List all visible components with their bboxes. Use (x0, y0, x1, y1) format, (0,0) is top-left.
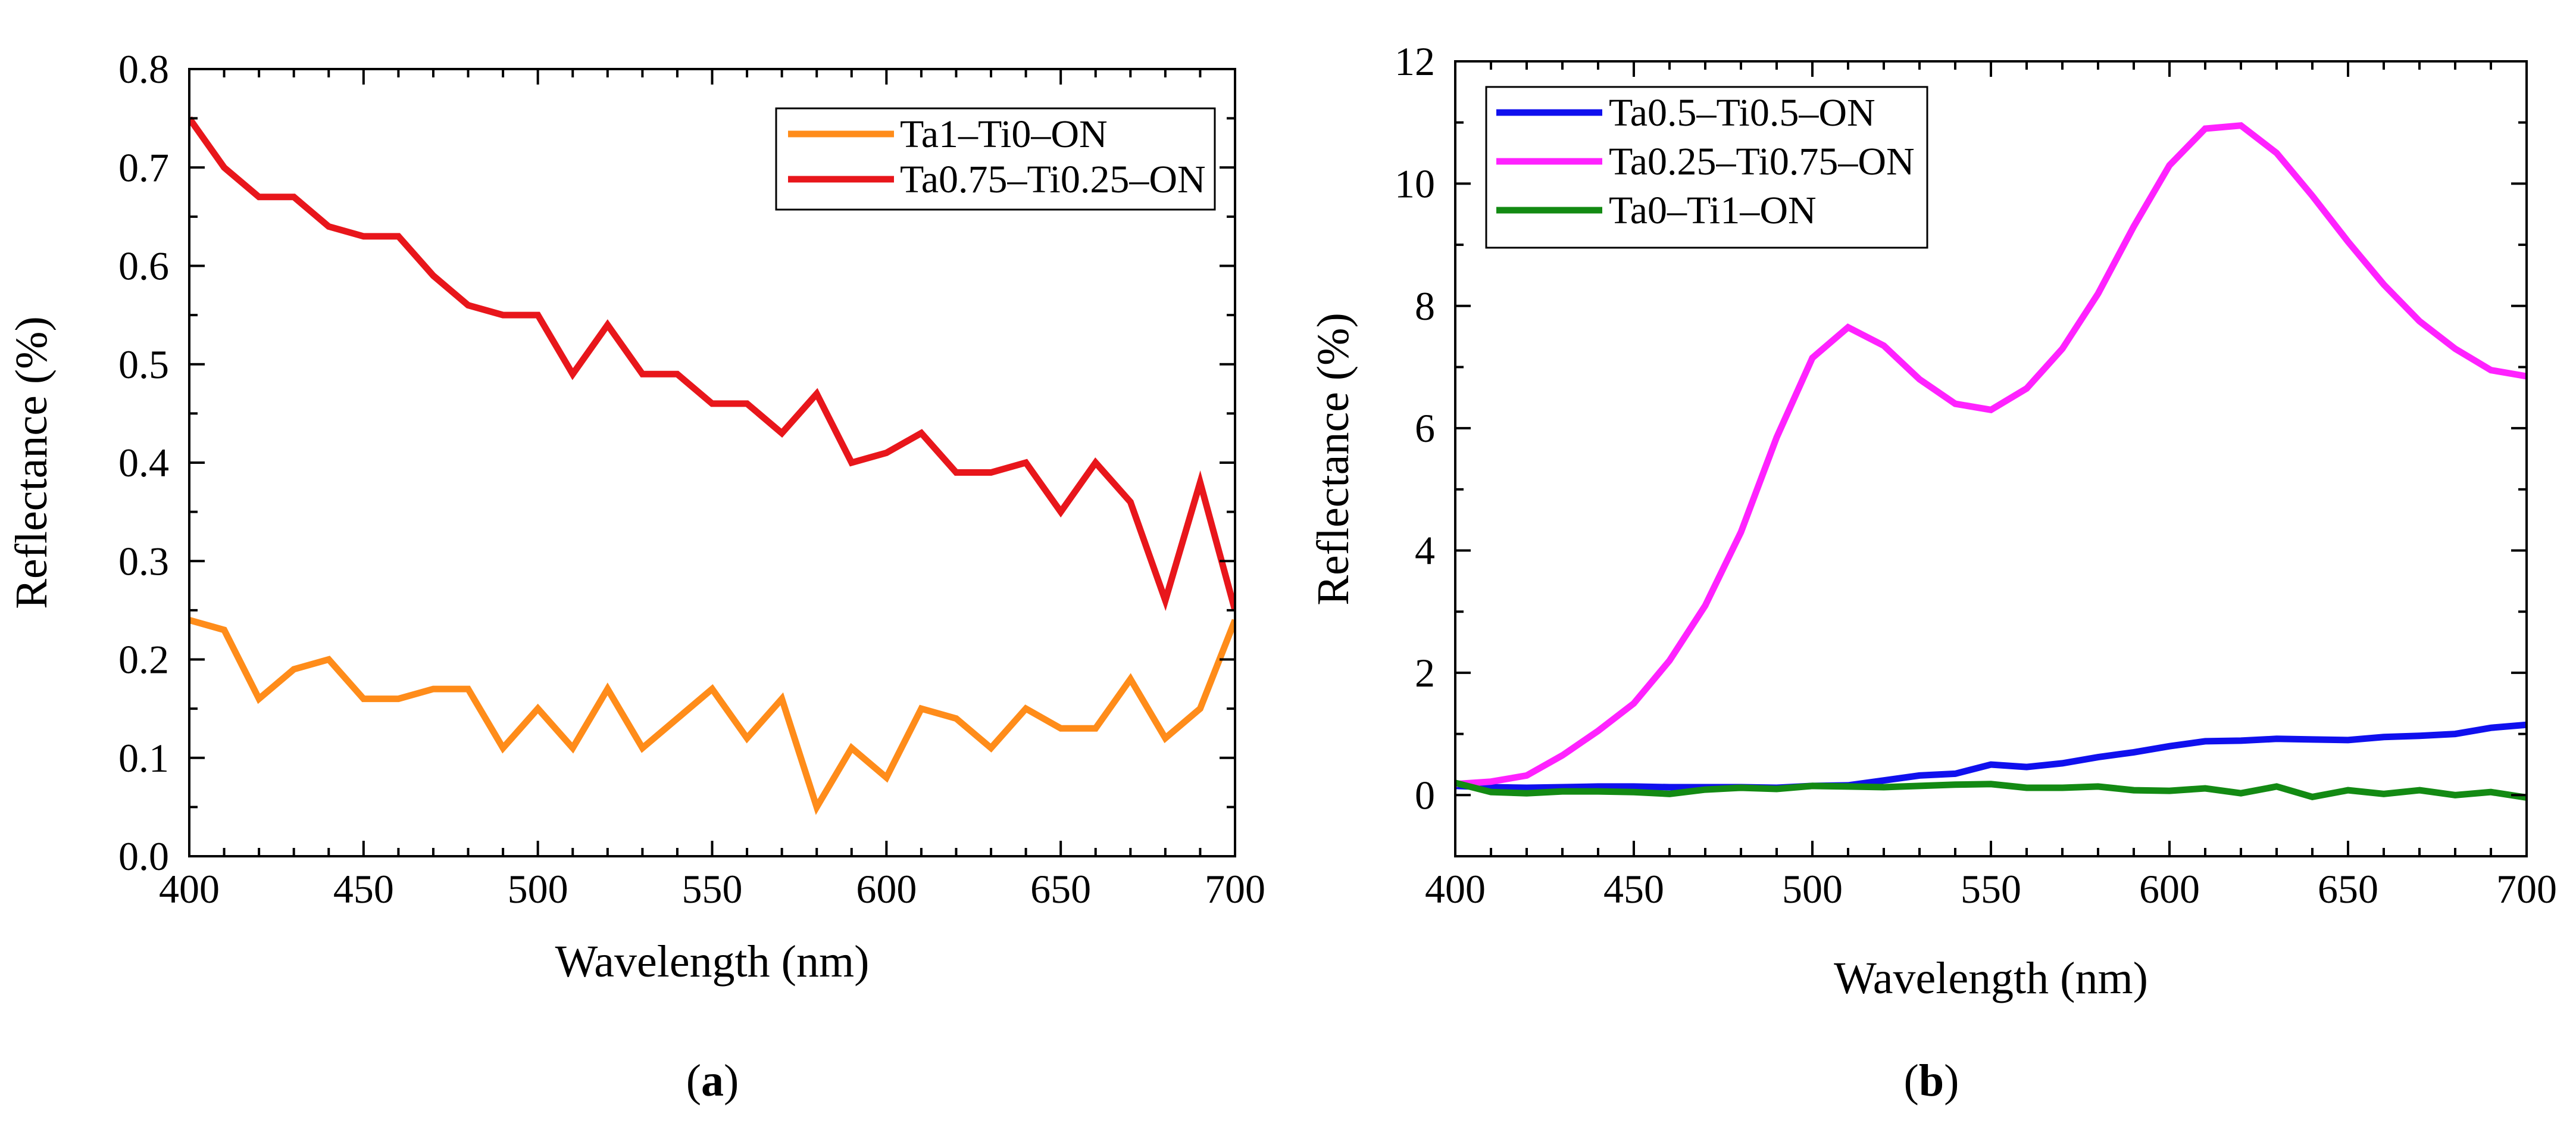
caption-open: ( (1904, 1056, 1919, 1106)
caption-close: ) (1944, 1056, 1959, 1106)
y-tick-label: 0 (1415, 772, 1435, 818)
y-tick-label: 12 (1395, 39, 1435, 84)
x-tick-label: 600 (856, 866, 917, 912)
y-tick-label: 0.0 (118, 834, 169, 879)
plot-area (1455, 122, 2527, 801)
legend-label: Ta0–Ti1–ON (1609, 189, 1817, 232)
x-tick-label: 650 (1030, 866, 1091, 912)
legend-label: Ta0.75–Ti0.25–ON (900, 158, 1206, 201)
y-tick-label: 0.5 (118, 342, 169, 387)
caption-letter: a (701, 1056, 724, 1106)
y-tick-label: 0.8 (118, 46, 169, 92)
x-tick-label: 650 (2318, 866, 2378, 912)
plot-area (189, 116, 1235, 815)
x-tick-label: 700 (2496, 866, 2557, 912)
chart-panel-a: 400 450 500 550 600 650 700 0.0 0.1 0.2 0.3 0.4 0.5 0… (7, 46, 1265, 1106)
legend-label: Ta0.25–Ti0.75–ON (1609, 140, 1915, 183)
y-tick-label: 4 (1415, 528, 1435, 573)
x-tick-label: 400 (1425, 866, 1486, 912)
panel-caption: (b) (1904, 1056, 1959, 1106)
caption-letter: b (1919, 1056, 1944, 1106)
legend-box (775, 107, 1216, 211)
y-tick-label: 10 (1395, 161, 1435, 206)
x-axis-title: Wavelength (nm) (1834, 953, 2148, 1003)
series-line-a-0 (189, 617, 1235, 815)
x-tick-label: 500 (1782, 866, 1843, 912)
x-tick-label: 700 (1205, 866, 1265, 912)
legend: Ta0.5–Ti0.5–ON Ta0.25–Ti0.75–ON Ta0–Ti1–ON (1485, 86, 1928, 249)
y-tick-label: 8 (1415, 283, 1435, 329)
legend-label: Ta1–Ti0–ON (900, 113, 1108, 156)
y-tick-label: 0.2 (118, 637, 169, 682)
x-tick-label: 500 (508, 866, 568, 912)
series-line-b-0 (1455, 721, 2527, 791)
x-tick-label: 450 (1603, 866, 1664, 912)
y-tick-label: 6 (1415, 405, 1435, 451)
y-tick-label: 0.3 (118, 538, 169, 584)
x-tick-label: 450 (333, 866, 394, 912)
y-tick-label: 0.4 (118, 440, 169, 485)
x-tick-label: 550 (1961, 866, 2021, 912)
x-tick-label: 600 (2139, 866, 2200, 912)
chart-panel-b: 400 450 500 550 600 650 700 0 2 4 6 8 10 12 Wavelength… (1308, 39, 2557, 1106)
y-tick-label: 0.1 (118, 735, 169, 781)
series-line-a-1 (189, 116, 1235, 612)
y-axis-title: Reflectance (%) (1308, 313, 1358, 606)
series-line-b-1 (1455, 122, 2527, 788)
x-tick-label: 550 (682, 866, 743, 912)
caption-open: ( (686, 1056, 701, 1106)
x-tick-label: 400 (159, 866, 220, 912)
y-tick-label: 2 (1415, 650, 1435, 695)
y-tick-label: 0.6 (118, 244, 169, 289)
series-line-b-2 (1455, 779, 2527, 801)
y-tick-label: 0.7 (118, 145, 169, 190)
y-axis-title: Reflectance (%) (7, 316, 57, 609)
legend-label: Ta0.5–Ti0.5–ON (1609, 91, 1875, 135)
panel-caption: (a) (686, 1056, 739, 1106)
x-axis-title: Wavelength (nm) (555, 937, 870, 987)
caption-close: ) (724, 1056, 739, 1106)
